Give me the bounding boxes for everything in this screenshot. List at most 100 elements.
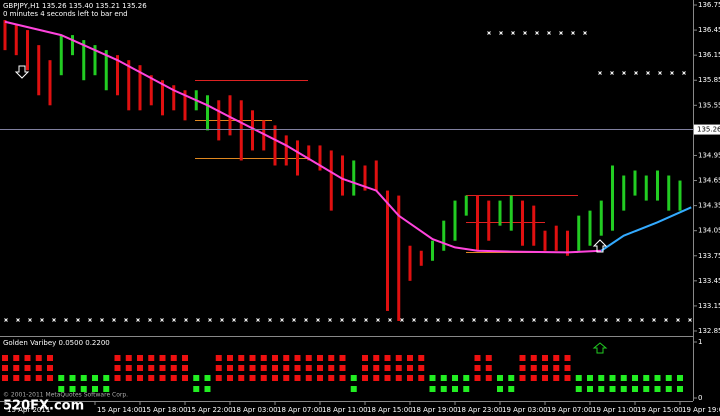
x-tick-label: 19 Apr 03:00 bbox=[502, 406, 548, 414]
indicator-tick-label: 0 bbox=[698, 394, 702, 402]
dot bbox=[220, 318, 224, 322]
dot bbox=[52, 318, 56, 322]
indicator-cell bbox=[125, 355, 132, 361]
price-bar bbox=[93, 45, 97, 76]
dot bbox=[520, 318, 524, 322]
indicator-cell bbox=[519, 355, 526, 361]
indicator-cell bbox=[384, 355, 391, 361]
dot bbox=[664, 318, 668, 322]
indicator-cell bbox=[13, 355, 20, 361]
price-bar bbox=[408, 245, 412, 281]
price-bar bbox=[622, 175, 626, 211]
watermark: 520FX.com bbox=[3, 399, 84, 414]
price-bar bbox=[611, 165, 614, 231]
indicator-cell bbox=[249, 365, 256, 371]
dot bbox=[76, 318, 80, 322]
price-bar bbox=[104, 50, 108, 91]
indicator-cell bbox=[137, 375, 143, 381]
indicator-cell bbox=[564, 355, 571, 361]
indicator-cell bbox=[148, 355, 155, 361]
dot bbox=[583, 31, 587, 35]
y-tick-label: 136.15 bbox=[698, 51, 720, 59]
indicator-cell bbox=[485, 375, 492, 381]
dot-levels bbox=[4, 31, 692, 322]
indicator-cell bbox=[542, 355, 548, 361]
indicator-cell bbox=[317, 365, 323, 371]
indicator-cell bbox=[92, 375, 98, 381]
x-tick-label: 18 Apr 23:00 bbox=[457, 406, 503, 414]
dot bbox=[487, 31, 491, 35]
price-bar bbox=[14, 25, 18, 56]
indicator-cell bbox=[654, 375, 661, 381]
indicator-cell bbox=[170, 355, 177, 361]
indicator-cell bbox=[283, 365, 290, 371]
indicator-cell bbox=[92, 386, 98, 392]
indicator-cell bbox=[350, 386, 357, 392]
price-bar bbox=[667, 175, 671, 211]
x-tick-label: 18 Apr 11:00 bbox=[322, 406, 368, 414]
y-tick-label: 134.95 bbox=[698, 151, 720, 159]
dot bbox=[148, 318, 152, 322]
x-tick-label: 15 Apr 14:00 bbox=[97, 406, 143, 414]
indicator-cell bbox=[125, 365, 132, 371]
indicator-cell bbox=[575, 386, 582, 392]
indicator-cell bbox=[643, 375, 650, 381]
indicator-cell bbox=[384, 365, 391, 371]
indicator-cell bbox=[564, 375, 571, 381]
y-tick-label: 133.45 bbox=[698, 277, 720, 285]
dot bbox=[496, 318, 500, 322]
indicator-cell bbox=[35, 375, 42, 381]
dot bbox=[484, 318, 488, 322]
price-bar bbox=[161, 80, 164, 116]
dot bbox=[160, 318, 164, 322]
indicator-cell bbox=[463, 375, 470, 381]
indicator-cell bbox=[182, 365, 188, 371]
indicator-cell bbox=[620, 375, 627, 381]
indicator-cell bbox=[530, 355, 537, 361]
x-tick-label: 18 Apr 15:00 bbox=[367, 406, 413, 414]
price-bar bbox=[48, 60, 52, 106]
dot bbox=[556, 318, 560, 322]
indicator-cell bbox=[215, 365, 222, 371]
indicator-cell bbox=[474, 375, 481, 381]
indicator-cell bbox=[519, 375, 526, 381]
indicator-cell bbox=[283, 355, 290, 361]
dot bbox=[400, 318, 404, 322]
price-bar bbox=[262, 120, 266, 151]
indicator-cell bbox=[407, 375, 413, 381]
indicator-cell bbox=[654, 386, 661, 392]
indicator-cell bbox=[170, 365, 177, 371]
indicator-cell bbox=[13, 365, 20, 371]
y-tick-label: 134.05 bbox=[698, 227, 720, 235]
indicator-cell bbox=[2, 375, 8, 381]
price-bar bbox=[82, 40, 86, 81]
indicator-cell bbox=[598, 386, 605, 392]
dot bbox=[88, 318, 92, 322]
dot bbox=[688, 318, 692, 322]
price-bar bbox=[543, 230, 547, 251]
indicator-cell bbox=[215, 375, 222, 381]
indicator-cell bbox=[294, 355, 301, 361]
indicator-cell bbox=[159, 375, 166, 381]
dot bbox=[460, 318, 464, 322]
dot bbox=[268, 318, 272, 322]
dot bbox=[316, 318, 320, 322]
price-bar bbox=[419, 250, 423, 266]
dot bbox=[676, 318, 680, 322]
y-tick-label: 135.85 bbox=[698, 76, 720, 84]
indicator-cell bbox=[474, 365, 481, 371]
dot bbox=[658, 71, 662, 75]
indicator-cell bbox=[47, 365, 53, 371]
indicator-cell bbox=[508, 386, 515, 392]
indicator-cell bbox=[362, 375, 368, 381]
indicator-cell bbox=[452, 386, 458, 392]
price-bar bbox=[26, 30, 29, 71]
indicator-cell bbox=[564, 365, 571, 371]
indicator-arrow bbox=[592, 342, 608, 354]
indicator-cell bbox=[339, 365, 346, 371]
dot bbox=[64, 318, 68, 322]
price-bar bbox=[532, 205, 536, 246]
indicator-cell bbox=[407, 365, 413, 371]
dot bbox=[622, 71, 626, 75]
dot bbox=[571, 31, 575, 35]
